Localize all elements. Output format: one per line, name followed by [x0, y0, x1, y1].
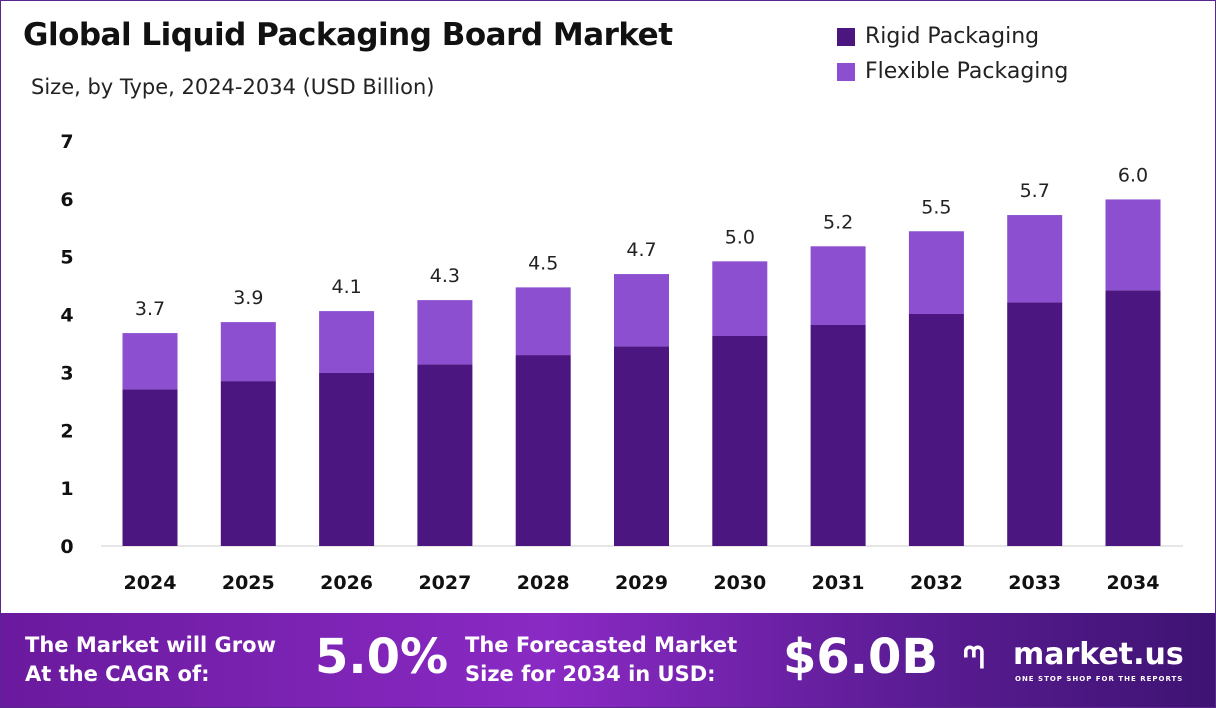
legend-swatch-rigid — [837, 27, 855, 46]
chart-title: Global Liquid Packaging Board Market — [23, 17, 673, 53]
x-tick-label: 2030 — [713, 572, 766, 594]
legend-label-flexible: Flexible Packaging — [865, 59, 1069, 84]
total-label-2032: 5.5 — [921, 196, 951, 218]
x-tick-label: 2033 — [1008, 572, 1061, 594]
x-tick-label: 2028 — [517, 572, 570, 594]
cagr-label: The Market will Grow At the CAGR of: — [25, 631, 276, 689]
total-label-2034: 6.0 — [1118, 164, 1148, 186]
bar-flexible-2034 — [1105, 199, 1161, 291]
y-tick-label: 0 — [60, 536, 73, 558]
bar-rigid-2025 — [220, 381, 276, 546]
bar-flexible-2033 — [1007, 215, 1063, 303]
logo-tagline: ONE STOP SHOP FOR THE REPORTS — [1015, 675, 1184, 683]
legend-swatch-flexible — [837, 62, 855, 81]
x-tick-label: 2032 — [910, 572, 963, 594]
legend-label-rigid: Rigid Packaging — [865, 24, 1040, 49]
total-label-2026: 4.1 — [331, 276, 361, 298]
y-tick-label: 3 — [60, 362, 73, 384]
logo-text: market.us — [1013, 637, 1184, 672]
y-tick-label: 6 — [60, 189, 73, 211]
bar-flexible-2027 — [417, 300, 473, 365]
total-label-2029: 4.7 — [626, 239, 656, 261]
bar-rigid-2034 — [1105, 290, 1161, 546]
footer-banner: The Market will Grow At the CAGR of: 5.0%… — [1, 613, 1215, 707]
logo-icon: ᘉ — [963, 641, 985, 676]
cagr-value: 5.0% — [315, 629, 449, 685]
bar-rigid-2031 — [810, 324, 866, 546]
bar-flexible-2028 — [515, 287, 571, 356]
x-tick-label: 2024 — [124, 572, 177, 594]
y-tick-label: 2 — [60, 420, 73, 442]
total-label-2025: 3.9 — [233, 287, 263, 309]
bar-rigid-2027 — [417, 364, 473, 546]
bar-rigid-2030 — [712, 335, 768, 546]
x-tick-label: 2031 — [812, 572, 865, 594]
bar-flexible-2025 — [220, 322, 276, 382]
bar-flexible-2030 — [712, 261, 768, 336]
x-tick-label: 2029 — [615, 572, 668, 594]
bar-flexible-2031 — [810, 246, 866, 325]
legend-item-rigid: Rigid Packaging — [837, 19, 1068, 54]
bar-flexible-2026 — [319, 311, 375, 374]
cagr-label-line2: At the CAGR of: — [25, 662, 210, 686]
y-tick-label: 7 — [60, 131, 73, 153]
bar-chart: 0 1 2 3 4 5 6 7 3.7 2024 3.9 2025 4.1 2026 4.3 2027 4.5 2… — [60, 131, 1183, 594]
forecast-value: $6.0B — [783, 629, 939, 685]
forecast-label: The Forecasted Market Size for 2034 in US… — [465, 631, 737, 689]
total-label-2027: 4.3 — [430, 265, 460, 287]
total-label-2028: 4.5 — [528, 252, 558, 274]
y-tick-label: 1 — [60, 478, 73, 500]
bar-rigid-2028 — [515, 355, 571, 546]
legend-item-flexible: Flexible Packaging — [837, 54, 1068, 89]
total-label-2033: 5.7 — [1020, 180, 1050, 202]
bar-flexible-2024 — [122, 333, 178, 390]
total-label-2031: 5.2 — [823, 211, 853, 233]
bar-rigid-2032 — [908, 313, 964, 546]
x-tick-label: 2027 — [418, 572, 471, 594]
legend: Rigid Packaging Flexible Packaging — [837, 19, 1068, 89]
forecast-label-line1: The Forecasted Market — [465, 633, 738, 657]
x-tick-label: 2025 — [222, 572, 275, 594]
y-tick-label: 4 — [60, 305, 73, 327]
y-tick-label: 5 — [60, 247, 73, 269]
total-label-2024: 3.7 — [135, 298, 165, 320]
bar-flexible-2029 — [614, 274, 669, 347]
bar-flexible-2032 — [908, 231, 964, 314]
bar-rigid-2029 — [614, 346, 669, 546]
chart-subtitle: Size, by Type, 2024-2034 (USD Billion) — [31, 75, 435, 99]
bar-rigid-2024 — [122, 389, 178, 546]
cagr-label-line1: The Market will Grow — [25, 633, 276, 657]
x-tick-label: 2026 — [320, 572, 373, 594]
forecast-label-line2: Size for 2034 in USD: — [465, 662, 716, 686]
bar-rigid-2033 — [1007, 302, 1063, 546]
x-tick-label: 2034 — [1107, 572, 1160, 594]
total-label-2030: 5.0 — [725, 226, 755, 248]
bar-rigid-2026 — [319, 373, 375, 546]
